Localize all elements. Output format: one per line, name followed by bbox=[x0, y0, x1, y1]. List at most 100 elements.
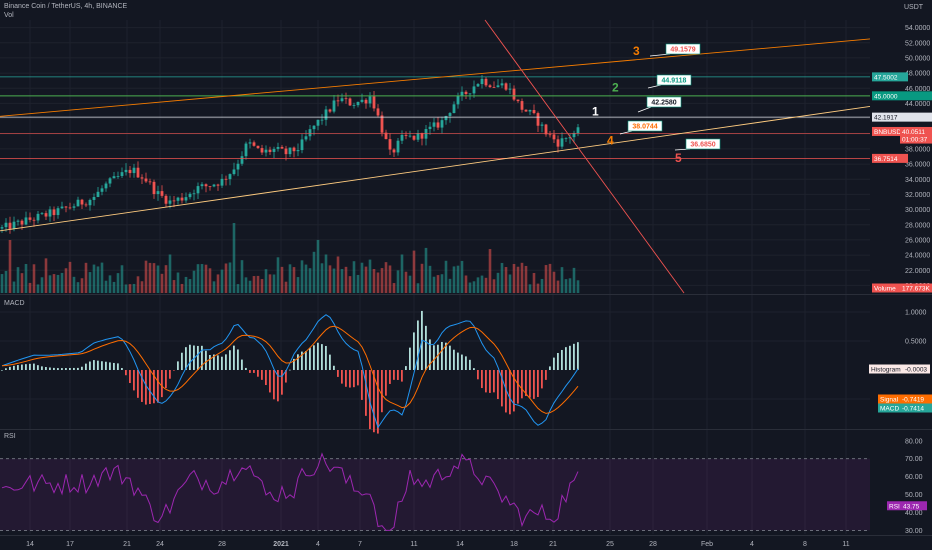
badge-text: 36.7514 bbox=[874, 156, 898, 163]
badge-background bbox=[869, 364, 903, 374]
volume-bar bbox=[400, 254, 404, 293]
macd-histogram-bar bbox=[301, 351, 303, 370]
volume-legend[interactable]: Vol bbox=[4, 12, 14, 19]
price-tick-label: 32.0000 bbox=[905, 192, 930, 199]
price-axis-badge: 40.0511 bbox=[900, 126, 932, 136]
macd-histogram-bar bbox=[153, 370, 155, 404]
macd-histogram-bar bbox=[161, 370, 163, 398]
badge-background bbox=[900, 126, 932, 136]
candle-body bbox=[16, 220, 20, 222]
volume-bar bbox=[224, 263, 228, 293]
candle bbox=[436, 117, 440, 131]
volume-bar bbox=[20, 273, 24, 293]
macd-histogram-bar bbox=[553, 357, 555, 370]
volume-bar bbox=[564, 279, 568, 293]
candle-body bbox=[560, 138, 564, 147]
macd-histogram-bar bbox=[457, 352, 459, 370]
volume-bar bbox=[408, 275, 412, 293]
callout-pointer bbox=[619, 130, 633, 135]
callout-box bbox=[685, 138, 721, 150]
volume-bar bbox=[268, 274, 272, 293]
badge-background bbox=[887, 501, 901, 511]
candle bbox=[8, 216, 12, 234]
macd-pane-label[interactable]: MACD bbox=[4, 300, 25, 307]
drawn-levels bbox=[0, 19, 871, 294]
candle-body bbox=[536, 113, 540, 126]
volume-bar bbox=[404, 271, 408, 293]
candle-body bbox=[8, 222, 12, 229]
candle-body bbox=[128, 169, 132, 174]
rsi-pane-label[interactable]: RSI bbox=[4, 433, 16, 440]
macd-histogram-bar bbox=[233, 345, 235, 370]
callout-pointer bbox=[637, 106, 652, 113]
callout-pointer bbox=[649, 53, 671, 57]
macd-histogram-bar bbox=[561, 349, 563, 370]
symbol-legend[interactable]: Binance Coin / TetherUS, 4h, BINANCE bbox=[4, 3, 128, 10]
candle-body bbox=[404, 134, 408, 136]
volume-bar bbox=[284, 281, 288, 293]
candle bbox=[72, 203, 76, 211]
rsi-tick-label: 40.00 bbox=[905, 510, 923, 517]
volume-bar bbox=[480, 275, 484, 293]
volume-bar bbox=[452, 266, 456, 293]
candle-body bbox=[100, 188, 104, 192]
macd-histogram-bar bbox=[393, 370, 395, 380]
volume-bar bbox=[324, 254, 328, 293]
volume-bar bbox=[236, 284, 240, 293]
volume-bar bbox=[88, 272, 92, 293]
candle-body bbox=[420, 133, 424, 139]
macd-histogram-bar bbox=[193, 345, 195, 370]
macd-histogram-bar bbox=[157, 370, 159, 403]
macd-histogram-bar bbox=[17, 365, 19, 370]
candle bbox=[60, 201, 64, 209]
wave-number-label: 3 bbox=[633, 44, 640, 58]
candle-body bbox=[312, 125, 316, 130]
candle bbox=[352, 102, 356, 109]
price-tick-label: 36.0000 bbox=[905, 162, 930, 169]
volume-bar bbox=[500, 262, 504, 293]
macd-histogram-bar bbox=[513, 370, 515, 412]
volume-bar bbox=[160, 273, 164, 293]
macd-histogram-bar bbox=[577, 342, 579, 370]
volume-bar bbox=[36, 284, 40, 293]
macd-histogram-bar bbox=[309, 347, 311, 370]
macd-histogram-bar bbox=[237, 349, 239, 370]
badge-text: 40.0511 bbox=[902, 129, 925, 136]
callout-box bbox=[665, 43, 701, 55]
candle-body bbox=[444, 115, 448, 121]
price-tick-label: 52.0000 bbox=[905, 40, 930, 47]
macd-histogram-bar bbox=[449, 345, 451, 370]
candle bbox=[496, 79, 500, 88]
candle bbox=[164, 194, 168, 208]
volume-bar bbox=[60, 272, 64, 293]
volume-bar bbox=[280, 266, 284, 293]
macd-histogram-bar bbox=[569, 345, 571, 370]
candle-body bbox=[484, 78, 488, 86]
price-callout: 44.9118 bbox=[647, 74, 692, 89]
macd-histogram-bar bbox=[437, 344, 439, 370]
candle bbox=[560, 132, 564, 150]
macd-histogram-bar bbox=[341, 370, 343, 384]
volume-bar bbox=[436, 275, 440, 293]
macd-histogram-bar bbox=[353, 370, 355, 388]
candle-body bbox=[156, 191, 160, 195]
macd-histogram-bar bbox=[189, 344, 191, 370]
macd-histogram-bar bbox=[477, 370, 479, 380]
macd-axis-badge: Histogram bbox=[869, 364, 903, 374]
volume-bar bbox=[0, 274, 4, 293]
candle-body bbox=[288, 147, 292, 155]
candle-body bbox=[432, 122, 436, 127]
macd-histogram-bar bbox=[149, 370, 151, 405]
volume-bar bbox=[556, 280, 560, 293]
price-tick-label: 22.0000 bbox=[905, 268, 930, 275]
candle-body bbox=[216, 184, 220, 186]
candle bbox=[508, 83, 512, 95]
candle bbox=[388, 133, 392, 155]
macd-histogram-bar bbox=[105, 361, 107, 370]
volume-bar bbox=[152, 263, 156, 293]
candle-body bbox=[132, 167, 136, 174]
candle bbox=[196, 182, 200, 199]
macd-histogram-bar bbox=[13, 365, 15, 370]
candle bbox=[528, 109, 532, 116]
